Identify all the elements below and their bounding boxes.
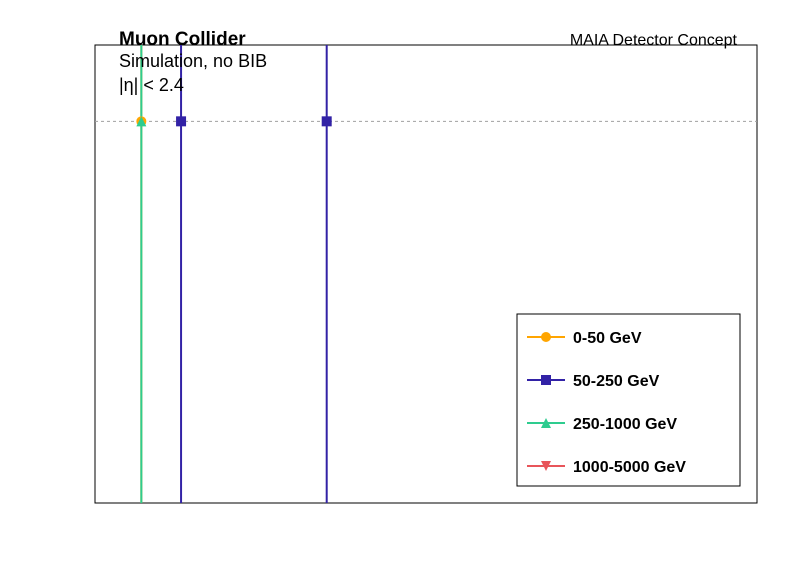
legend-marker-0 — [541, 332, 551, 342]
series-1-point-1-marker — [321, 116, 332, 127]
series-2-point-0-marker — [136, 116, 147, 127]
legend-label-3: 1000-5000 GeV — [573, 459, 686, 476]
legend-label-2: 250-1000 GeV — [573, 416, 677, 433]
legend-marker-1 — [541, 375, 551, 385]
legend-frame — [516, 313, 741, 487]
legend: 0-50 GeV 50-250 GeV 250-1000 GeV 1000-5000 … — [516, 313, 741, 487]
legend-label-1: 50-250 GeV — [573, 373, 660, 390]
subtitle-label: Simulation, no BIB — [119, 51, 267, 71]
legend-marker-2 — [541, 418, 551, 428]
detector-label: MAIA Detector Concept — [570, 32, 738, 49]
series-1-point-0-marker — [176, 116, 187, 127]
legend-label-0: 0-50 GeV — [573, 330, 642, 347]
experiment-label: Muon Collider — [119, 29, 246, 50]
series-layer — [136, 45, 332, 503]
legend-marker-3 — [541, 461, 551, 471]
selection-label: |η| < 2.4 — [119, 75, 184, 95]
plot-frame — [94, 44, 758, 504]
